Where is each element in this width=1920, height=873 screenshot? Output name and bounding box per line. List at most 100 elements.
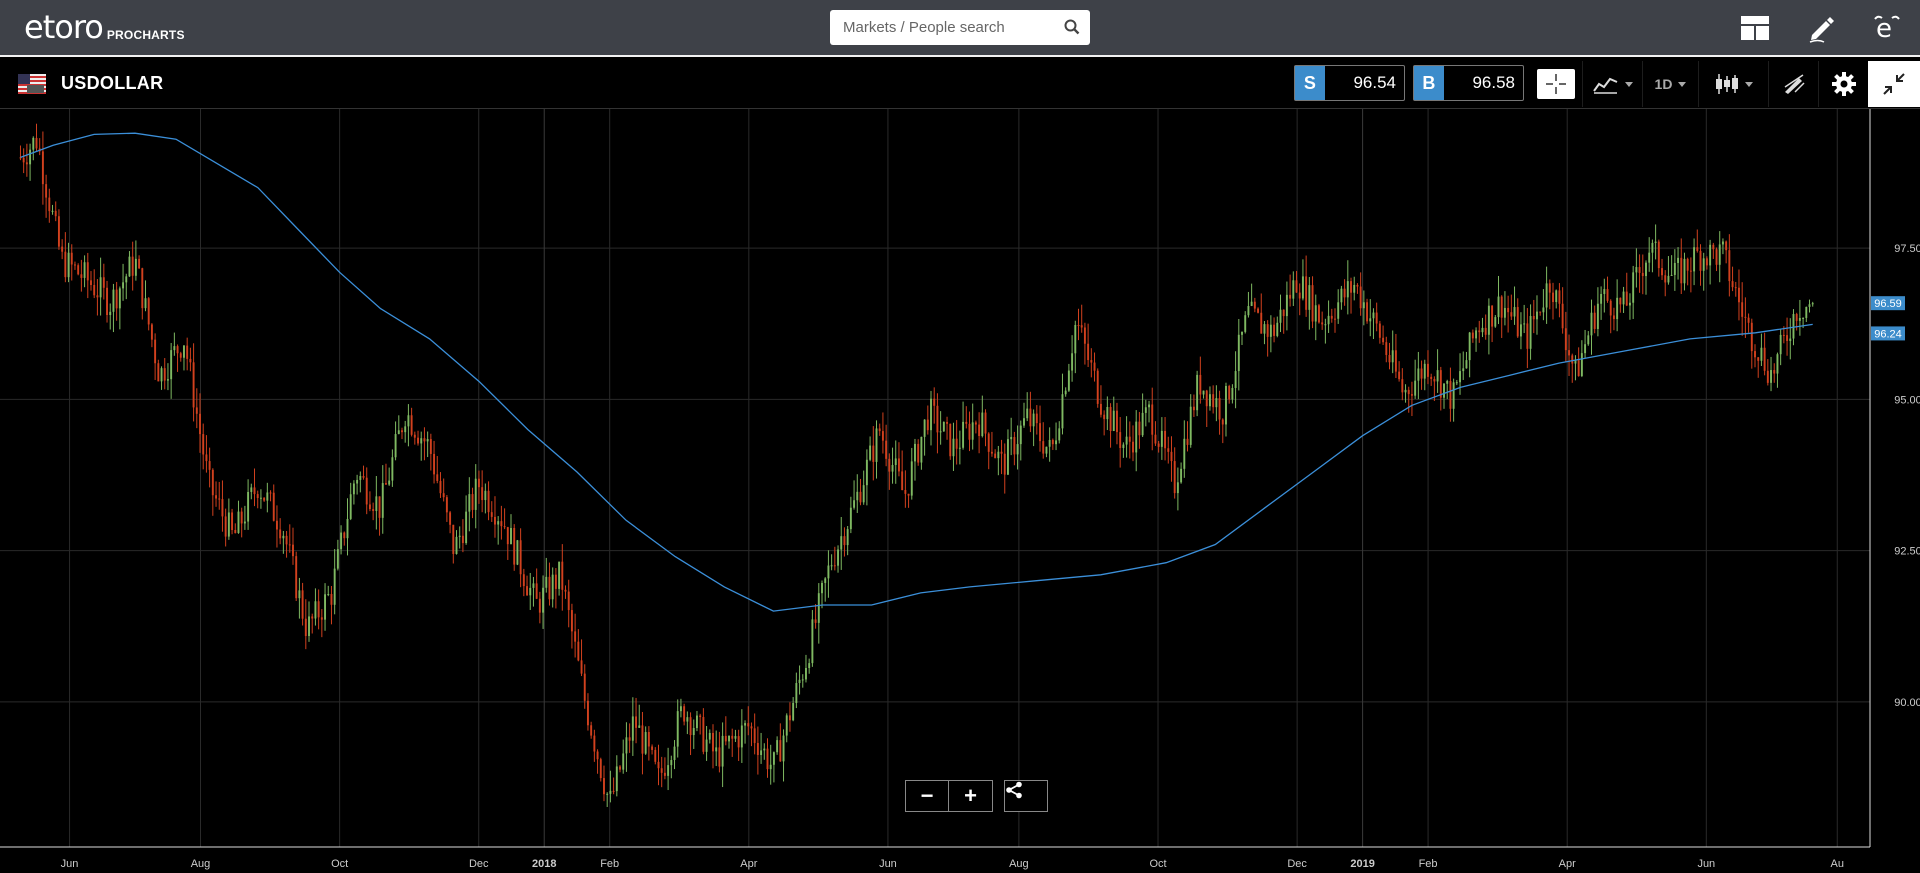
candle-body	[449, 512, 452, 525]
instrument-header[interactable]: USDOLLAR	[18, 73, 163, 94]
zoom-in-button[interactable]: +	[949, 780, 993, 812]
x-tick-label: Aug	[1009, 858, 1029, 870]
candle-body	[1042, 441, 1045, 454]
candle-body	[590, 725, 593, 736]
timeframe-dropdown[interactable]: 1D	[1642, 61, 1698, 107]
candle-body	[1705, 258, 1708, 266]
candle-body	[1324, 324, 1327, 326]
candle-body	[875, 428, 878, 462]
candle-body	[603, 778, 605, 795]
candle-body	[292, 544, 294, 557]
logo-product: PROCHARTS	[106, 28, 185, 42]
candle-body	[808, 663, 811, 669]
candle-body	[359, 476, 362, 480]
candle-body	[465, 511, 468, 544]
candle-body	[279, 529, 282, 539]
candle-body	[215, 495, 217, 499]
chart-toolbar: USDOLLAR S 96.54 B 96.58 1D	[0, 59, 1920, 109]
candle-body	[1593, 312, 1596, 329]
search-input[interactable]	[830, 11, 1050, 44]
candle-body	[1744, 316, 1747, 318]
candle-body	[1770, 370, 1772, 383]
candle-body	[712, 732, 714, 752]
candle-body	[1446, 380, 1449, 384]
x-tick-label: Oct	[331, 858, 348, 870]
x-tick-label: Dec	[1287, 858, 1307, 870]
candle-body	[1340, 288, 1343, 303]
candle-body	[1003, 453, 1006, 475]
zoom-out-button[interactable]: −	[905, 780, 949, 812]
candle-body	[833, 565, 836, 567]
candle-body	[99, 277, 102, 298]
candle-body	[413, 434, 416, 438]
candle-body	[1590, 312, 1593, 336]
candle-body	[1526, 323, 1529, 349]
candle-body	[125, 276, 128, 283]
candle-body	[1686, 258, 1689, 271]
candle-body	[615, 766, 618, 792]
candle-body	[1231, 387, 1234, 400]
chart-canvas[interactable]: 97.50 95.00 92.50 90.00 Jun Aug Oct Dec 2018 Feb A…	[0, 109, 1920, 873]
candle-body	[1414, 380, 1417, 396]
ma-value-label-bg	[1871, 326, 1905, 341]
candle-body	[920, 436, 923, 463]
candle-body	[1132, 441, 1134, 453]
candle-body	[1263, 324, 1266, 334]
candle-body	[1301, 276, 1304, 299]
x-tick-label: Apr	[1559, 858, 1576, 870]
candle-body	[64, 251, 67, 278]
candle-body	[208, 461, 211, 470]
crosshair-button[interactable]	[1534, 61, 1578, 107]
candle-body	[1350, 281, 1352, 293]
candle-body	[574, 631, 577, 642]
candle-body	[891, 464, 894, 472]
candle-body	[1327, 315, 1330, 325]
candle-body	[968, 423, 971, 440]
candle-body	[1362, 302, 1365, 309]
candle-body	[1173, 461, 1176, 494]
candle-body	[625, 737, 628, 754]
buy-price-button[interactable]: B 96.58	[1413, 65, 1524, 101]
candle-body	[766, 748, 769, 770]
candle-body	[497, 521, 500, 525]
candle-body	[1536, 311, 1538, 320]
candle-body	[1401, 379, 1404, 393]
candle-body	[1805, 306, 1808, 318]
etoro-icon[interactable]: e	[1854, 0, 1920, 55]
candle-body	[721, 735, 724, 767]
pencil-icon[interactable]	[1788, 0, 1854, 55]
chart-type-button[interactable]	[1698, 61, 1768, 107]
candle-body	[1343, 288, 1346, 298]
candle-body	[1789, 338, 1792, 341]
candle-body	[1241, 331, 1243, 335]
candle-body	[663, 772, 666, 776]
sell-price-button[interactable]: S 96.54	[1294, 65, 1405, 101]
candle-body	[622, 753, 625, 770]
candle-body	[1677, 257, 1680, 263]
layout-icon[interactable]	[1722, 0, 1788, 55]
candle-body	[811, 619, 814, 664]
candle-body	[548, 576, 551, 600]
candle-body	[1786, 335, 1789, 341]
candle-body	[221, 499, 224, 517]
candle-body	[1802, 317, 1805, 319]
candle-body	[1394, 350, 1397, 372]
candle-body	[869, 445, 872, 460]
candle-body	[1760, 347, 1763, 361]
search-icon[interactable]	[1064, 19, 1080, 40]
etoro-logo[interactable]: etoro PROCHARTS	[24, 8, 185, 46]
us-flag-icon	[18, 73, 46, 94]
candle-body	[1443, 383, 1445, 398]
candle-body	[487, 490, 490, 513]
settings-button[interactable]	[1818, 61, 1868, 107]
candle-body	[904, 490, 907, 494]
candle-body	[1199, 374, 1202, 395]
collapse-button[interactable]	[1868, 61, 1920, 107]
indicators-button[interactable]	[1582, 61, 1642, 107]
candle-body	[1715, 249, 1718, 265]
share-button[interactable]	[1004, 780, 1048, 812]
price-chart[interactable]: 97.50 95.00 92.50 90.00 Jun Aug Oct Dec 2018 Feb A…	[0, 109, 1920, 873]
candle-body	[1494, 317, 1497, 327]
candle-body	[327, 593, 330, 595]
drawing-tools-button[interactable]	[1768, 61, 1818, 107]
